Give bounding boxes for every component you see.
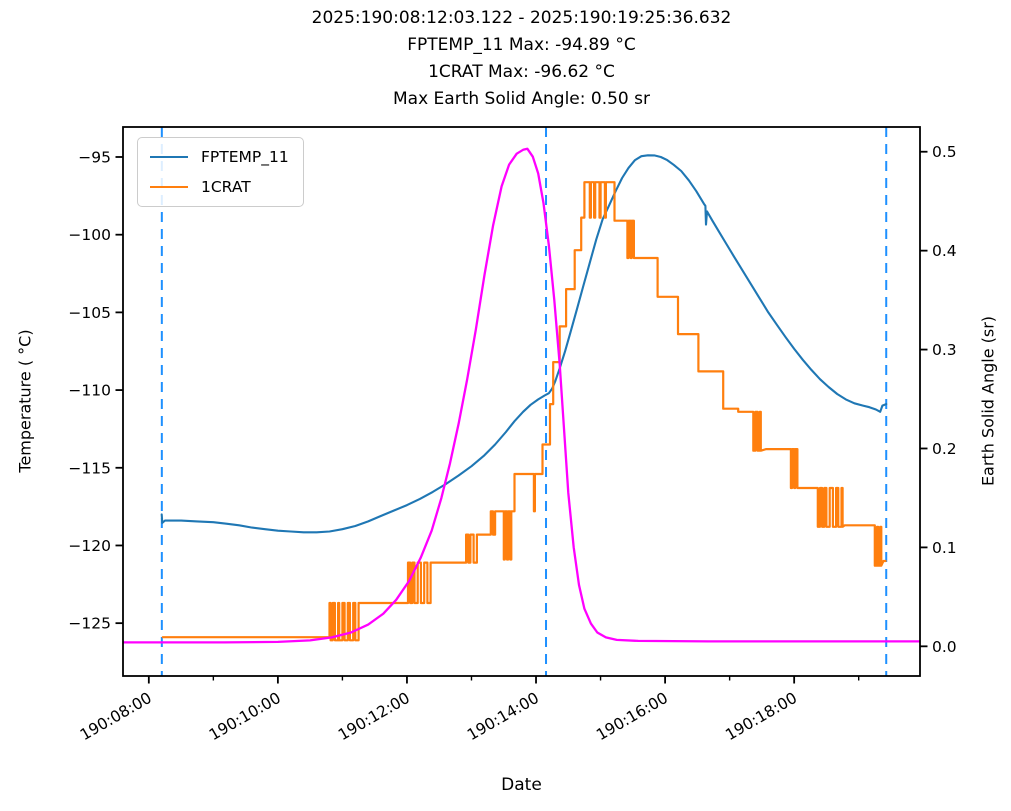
legend-item-1crat: 1CRAT — [150, 178, 289, 196]
y-right-tick-label: 0.0 — [932, 638, 957, 656]
legend-label-1crat: 1CRAT — [201, 178, 251, 196]
y-axis-label-left: Temperature ( °C) — [15, 329, 35, 473]
x-tick-label: 190:10:00 — [206, 689, 284, 744]
legend-label-fptemp11: FPTEMP_11 — [201, 148, 289, 166]
axis-ticks: 190:08:00 190:10:00 190:12:00 190:14:00 190:… — [68, 143, 956, 744]
y-right-tick-label: 0.3 — [932, 341, 957, 359]
y-left-tick-label: −105 — [68, 304, 111, 322]
y-axis-label-right: Earth Solid Angle (sr) — [978, 315, 998, 487]
title-fptemp-max: FPTEMP_11 Max: -94.89 °C — [407, 35, 636, 55]
y-right-tick-label: 0.5 — [932, 143, 957, 161]
y-left-tick-label: −115 — [68, 459, 111, 477]
chart-title: 2025:190:08:12:03.122 - 2025:190:19:25:3… — [123, 5, 920, 113]
fptemp11-line-swatch — [150, 155, 188, 159]
y-right-tick-label: 0.4 — [932, 242, 957, 260]
title-1crat-max: 1CRAT Max: -96.62 °C — [428, 62, 615, 82]
y-left-tick-label: −100 — [68, 226, 111, 244]
event-vlines — [160, 127, 888, 676]
y-left-tick-label: −120 — [68, 537, 111, 555]
legend: FPTEMP_11 1CRAT — [137, 137, 304, 207]
y-left-tick-label: −110 — [68, 382, 111, 400]
y-right-tick-label: 0.2 — [932, 440, 957, 458]
1crat-line-swatch — [150, 185, 188, 189]
y-right-tick-label: 0.1 — [932, 539, 957, 557]
x-tick-label: 190:12:00 — [335, 689, 413, 744]
y-left-tick-label: −125 — [68, 615, 111, 633]
x-tick-label: 190:16:00 — [593, 689, 671, 744]
title-timerange: 2025:190:08:12:03.122 - 2025:190:19:25:3… — [311, 8, 732, 28]
x-tick-label: 190:18:00 — [722, 689, 800, 744]
x-tick-label: 190:08:00 — [77, 689, 155, 744]
series-1crat — [161, 181, 887, 642]
series-earth-solid-angle — [123, 147, 920, 644]
legend-item-fptemp11: FPTEMP_11 — [150, 148, 289, 166]
series-fptemp_11 — [160, 154, 888, 534]
plot-inner — [123, 127, 920, 676]
y-left-tick-label: −95 — [78, 148, 111, 166]
title-max-solid-angle: Max Earth Solid Angle: 0.50 sr — [393, 89, 650, 109]
x-axis-label: Date — [501, 775, 542, 795]
axes-frame — [122, 126, 921, 677]
x-tick-label: 190:14:00 — [464, 689, 542, 744]
